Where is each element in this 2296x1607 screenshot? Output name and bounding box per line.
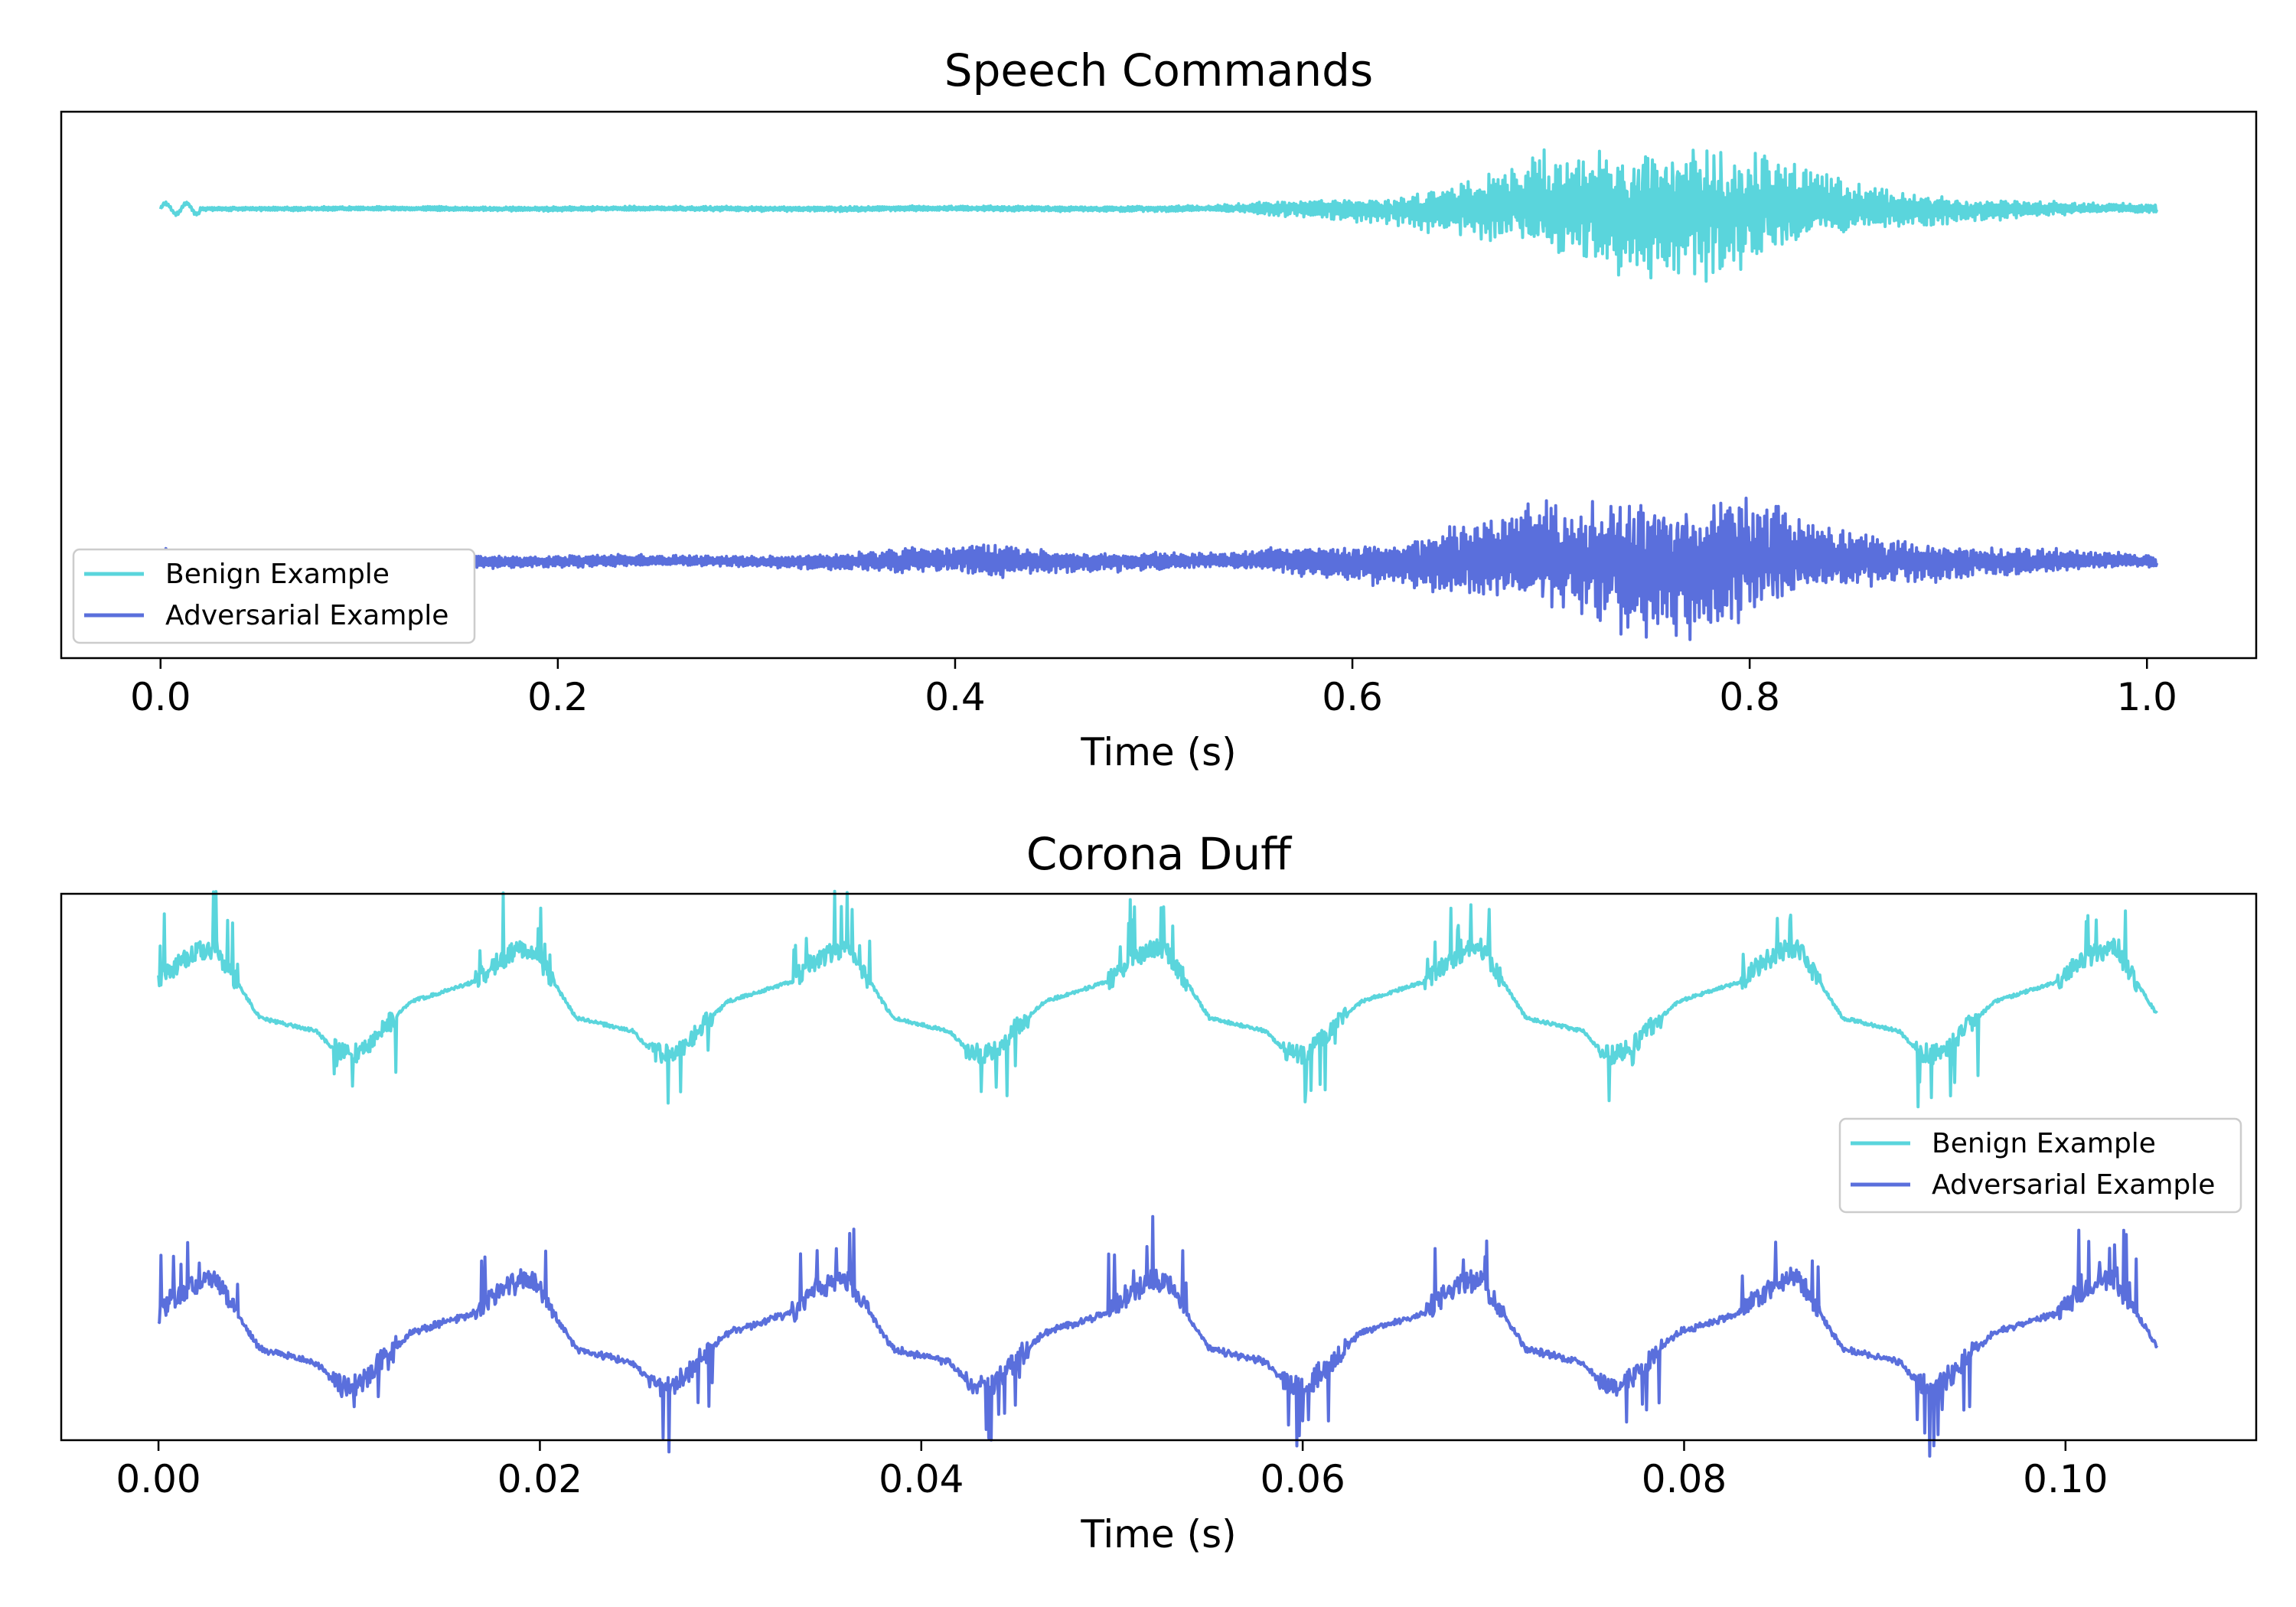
legend-label-adversarial: Adversarial Example xyxy=(1932,1169,2215,1201)
x-tick-label: 0.10 xyxy=(2023,1457,2108,1501)
legend-label-benign: Benign Example xyxy=(1932,1128,2156,1159)
plot-area xyxy=(158,148,2159,641)
axes-frame xyxy=(60,110,2258,660)
x-axis-label: Time (s) xyxy=(1080,730,1236,774)
x-axis-label: Time (s) xyxy=(1080,1512,1236,1556)
legend-label-benign: Benign Example xyxy=(165,559,390,590)
x-tick-label: 0.0 xyxy=(130,675,191,719)
series-line-benign xyxy=(157,889,2158,1109)
series-line-benign xyxy=(158,148,2159,283)
axes-frame xyxy=(60,892,2258,1442)
legend-frame xyxy=(72,548,476,644)
series-line-adversarial xyxy=(158,497,2159,641)
x-tick-label: 1.0 xyxy=(2116,675,2177,719)
x-tick-label: 0.06 xyxy=(1260,1457,1345,1501)
series-line-adversarial xyxy=(157,1214,2159,1458)
x-axis: 0.00 0.02 0.04 0.06 0.08 0.10 xyxy=(116,1440,2108,1501)
panel-corona-duff: Corona Duff 0.00 0.02 0.04 0.06 0.08 0.10 Tim… xyxy=(60,828,2258,1556)
x-tick-label: 0.2 xyxy=(527,675,589,719)
panel-speech-commands: Speech Commands 0.0 0.2 0.4 0.6 0.8 1.0 Time … xyxy=(60,44,2258,774)
x-tick-label: 0.04 xyxy=(879,1457,964,1501)
x-tick-label: 0.6 xyxy=(1322,675,1383,719)
plot-area xyxy=(157,889,2159,1458)
x-axis: 0.0 0.2 0.4 0.6 0.8 1.0 xyxy=(130,658,2177,719)
legend: Benign Example Adversarial Example xyxy=(1838,1117,2242,1214)
x-tick-label: 0.02 xyxy=(497,1457,582,1501)
x-tick-label: 0.08 xyxy=(1642,1457,1727,1501)
legend-label-adversarial: Adversarial Example xyxy=(165,600,448,631)
x-tick-label: 0.00 xyxy=(116,1457,201,1501)
x-tick-label: 0.8 xyxy=(1719,675,1780,719)
x-tick-label: 0.4 xyxy=(925,675,986,719)
legend: Benign Example Adversarial Example xyxy=(72,548,476,644)
chart-title: Speech Commands xyxy=(944,44,1373,96)
chart-title: Corona Duff xyxy=(1026,828,1293,880)
legend-frame xyxy=(1838,1117,2242,1214)
